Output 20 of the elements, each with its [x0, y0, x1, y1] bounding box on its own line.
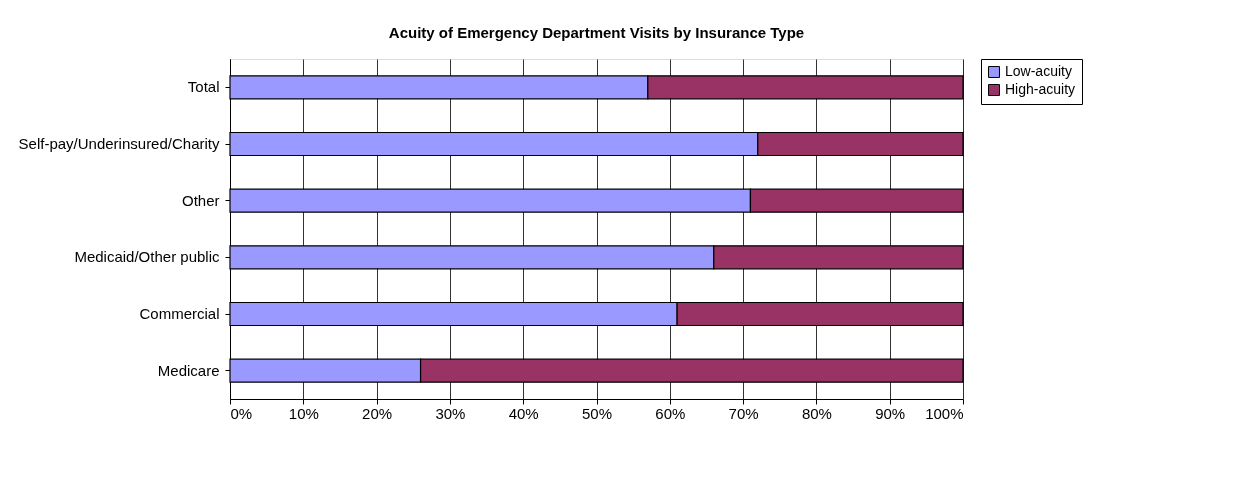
- x-tick-label: 100%: [925, 404, 964, 422]
- y-tick-label: Commercial: [139, 305, 220, 322]
- x-tick-label: 40%: [508, 404, 539, 422]
- chart-title: Acuity of Emergency Department Visits by Insurance Type: [388, 23, 805, 41]
- x-tick-label: 70%: [728, 404, 759, 422]
- y-tick-label: Medicaid/Other public: [74, 248, 220, 266]
- y-tick-label: Self-pay/Underinsured/Charity: [18, 135, 220, 152]
- x-tick-label: 60%: [655, 404, 686, 422]
- y-tick-label: Total: [187, 78, 220, 96]
- x-tick-label: 90%: [875, 404, 906, 422]
- y-tick-label: Other: [181, 191, 220, 209]
- x-tick-label: 30%: [435, 404, 466, 422]
- x-tick-label: 80%: [801, 404, 832, 422]
- x-tick-label: 20%: [362, 404, 393, 422]
- x-tick-label: 10%: [288, 404, 319, 422]
- y-tick-label: Medicare: [157, 361, 220, 379]
- x-tick-label: 0%: [230, 404, 253, 422]
- x-tick-label: 50%: [581, 404, 613, 422]
- legend-label: Low-acuity: [1005, 63, 1072, 79]
- legend-label: High-acuity: [1005, 81, 1076, 97]
